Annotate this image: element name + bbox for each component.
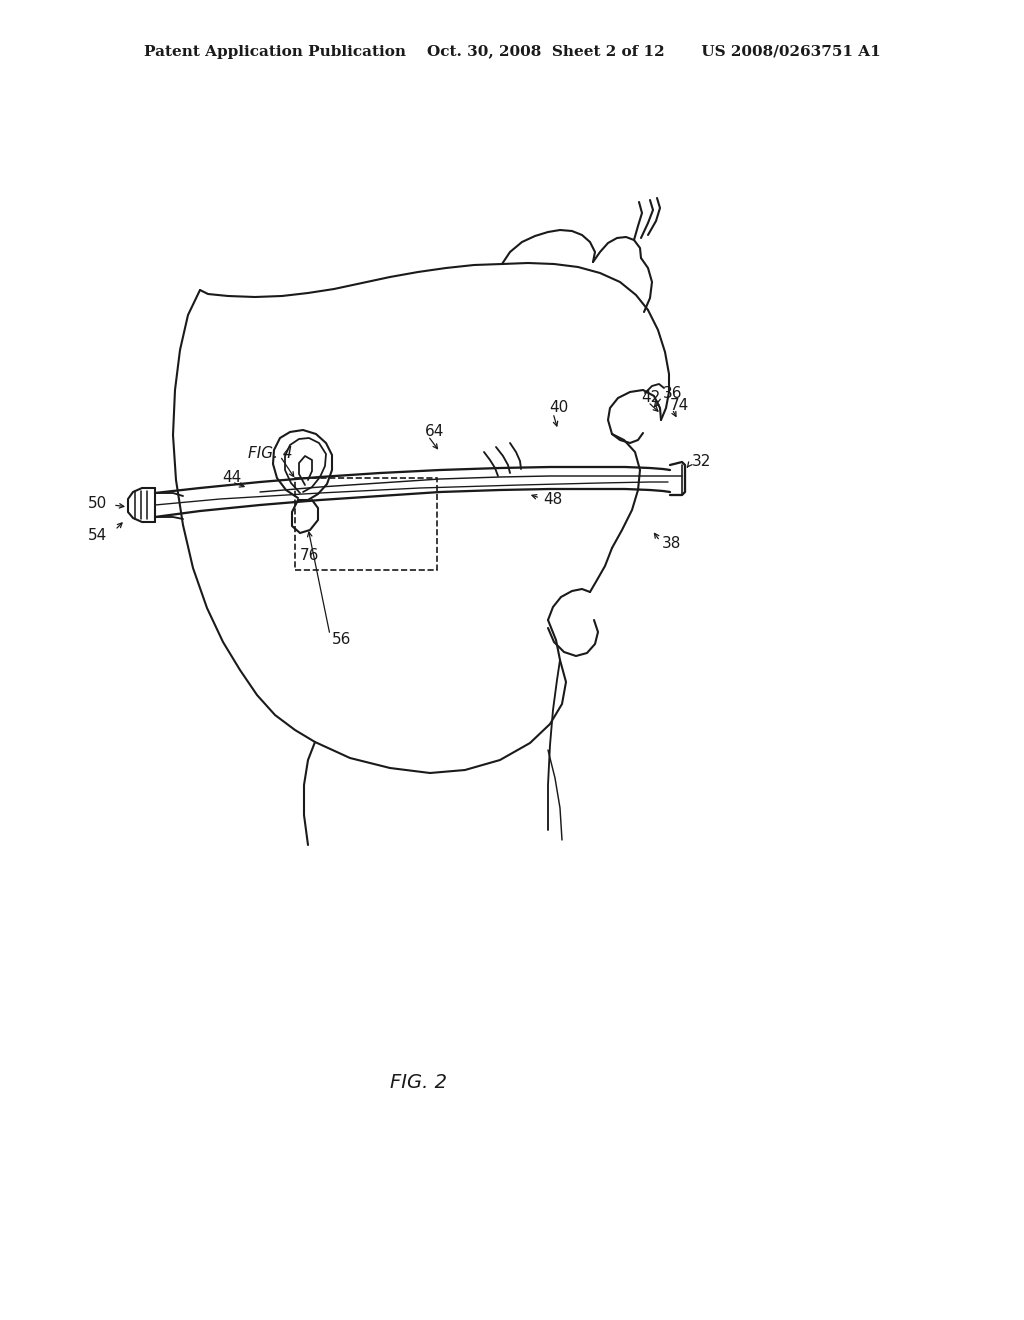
Text: 54: 54 [88,528,106,543]
Text: 74: 74 [670,399,689,413]
Text: 32: 32 [692,454,712,470]
Text: 48: 48 [543,492,562,507]
Text: 64: 64 [425,425,444,440]
Text: FIG. 2: FIG. 2 [389,1073,446,1093]
Text: Patent Application Publication    Oct. 30, 2008  Sheet 2 of 12       US 2008/026: Patent Application Publication Oct. 30, … [143,45,881,59]
Text: 76: 76 [300,548,319,562]
Text: 42: 42 [641,391,660,405]
Text: 40: 40 [549,400,568,416]
Bar [295,478,437,570]
Text: 36: 36 [663,385,683,400]
Text: 50: 50 [88,496,106,511]
Text: 56: 56 [332,632,351,648]
Text: FIG. 4: FIG. 4 [248,446,293,461]
Text: 38: 38 [662,536,681,550]
Text: 44: 44 [222,470,242,486]
